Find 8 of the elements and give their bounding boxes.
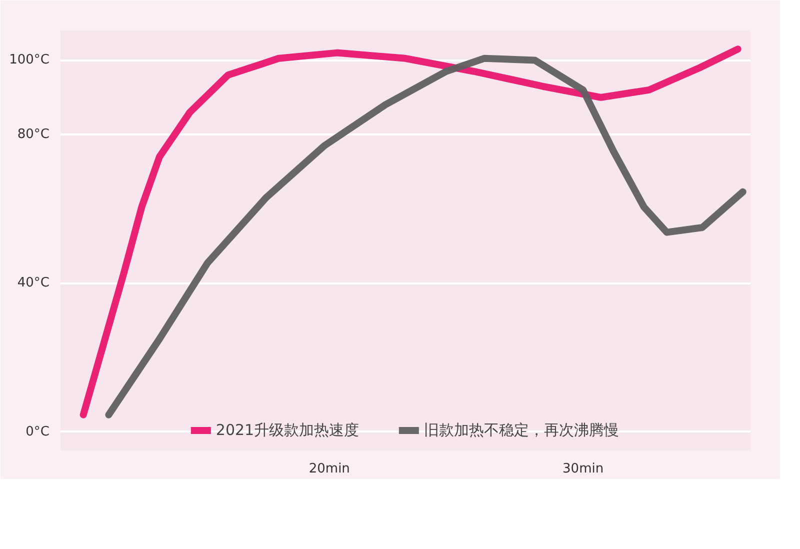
y-tick-label: 40°C — [17, 276, 50, 291]
x-tick-label: 20min — [308, 462, 350, 476]
x-tick-label: 30min — [562, 462, 604, 476]
y-tick-label: 80°C — [17, 127, 50, 142]
y-tick-label: 0°C — [26, 424, 50, 440]
legend-label: 旧款加热不稳定，再次沸腾慢 — [424, 420, 620, 440]
legend-label: 2021升级款加热速度 — [216, 420, 360, 440]
y-tick-label: 100°C — [9, 52, 50, 68]
